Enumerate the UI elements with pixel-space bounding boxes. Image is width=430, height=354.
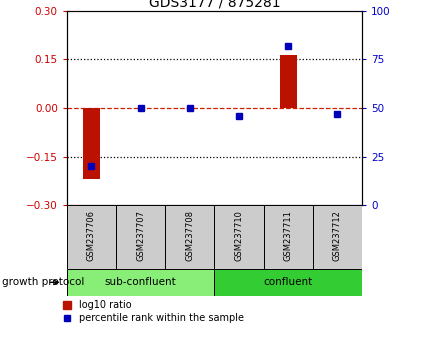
- Bar: [263, 205, 312, 269]
- Bar: [83, 108, 100, 179]
- Bar: [214, 205, 263, 269]
- Text: confluent: confluent: [263, 277, 312, 287]
- Text: GSM237706: GSM237706: [87, 210, 96, 261]
- Text: GSM237710: GSM237710: [234, 211, 243, 261]
- Text: sub-confluent: sub-confluent: [104, 277, 176, 287]
- Legend: log10 ratio, percentile rank within the sample: log10 ratio, percentile rank within the …: [63, 301, 243, 323]
- Text: GSM237708: GSM237708: [185, 210, 194, 261]
- Bar: [312, 205, 361, 269]
- Text: growth protocol: growth protocol: [2, 277, 84, 287]
- Text: GSM237712: GSM237712: [332, 211, 341, 261]
- Bar: [214, 269, 361, 296]
- Text: GSM237707: GSM237707: [136, 210, 145, 261]
- Bar: [116, 205, 165, 269]
- Bar: [279, 55, 296, 108]
- Title: GDS3177 / 875281: GDS3177 / 875281: [148, 0, 280, 10]
- Text: GSM237711: GSM237711: [283, 211, 292, 261]
- Bar: [67, 269, 214, 296]
- Bar: [165, 205, 214, 269]
- Bar: [67, 205, 116, 269]
